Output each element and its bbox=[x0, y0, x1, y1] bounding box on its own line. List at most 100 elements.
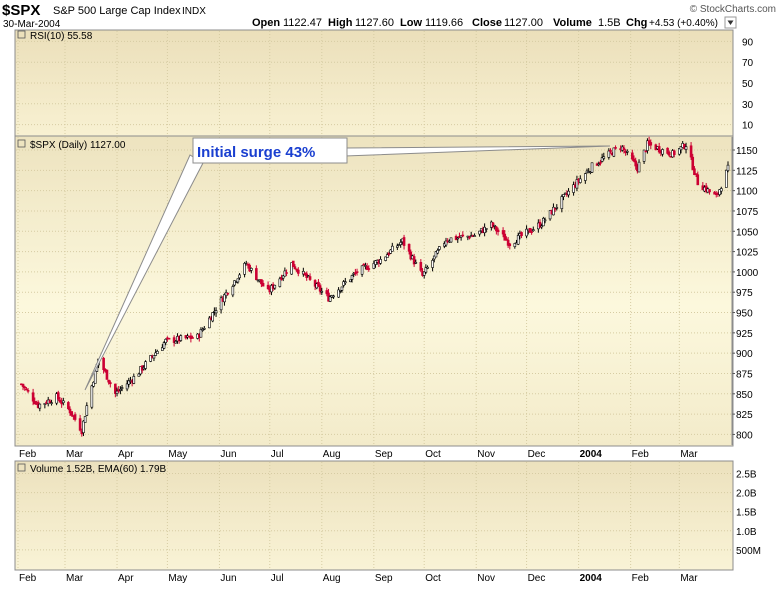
x-axis-tick-label: 2004 bbox=[580, 573, 603, 584]
annotation-text: Initial surge 43% bbox=[197, 144, 315, 161]
candle-body bbox=[365, 266, 369, 270]
volume-axis-tick-label: 2.0B bbox=[736, 489, 757, 500]
price-axis-tick-label: 850 bbox=[736, 390, 753, 401]
candle-body bbox=[602, 156, 606, 159]
candle-body bbox=[609, 149, 612, 152]
candle-body bbox=[119, 389, 122, 391]
candle-body bbox=[219, 297, 223, 311]
candle-body bbox=[21, 383, 25, 387]
candle-body bbox=[50, 402, 53, 404]
candle-body bbox=[642, 149, 646, 162]
candle-body bbox=[538, 221, 542, 228]
candle-body bbox=[528, 228, 532, 233]
annotation-callout: Initial surge 43% bbox=[84, 137, 611, 391]
candle-body bbox=[231, 286, 235, 296]
x-axis-tick-label: Mar bbox=[680, 449, 698, 460]
x-axis-tick-label: Mar bbox=[66, 573, 84, 584]
candle-body bbox=[525, 228, 528, 237]
candle-body bbox=[434, 251, 438, 258]
candle-body bbox=[349, 279, 352, 282]
candle-body bbox=[657, 146, 661, 153]
candle-body bbox=[325, 290, 329, 295]
candle-body bbox=[424, 267, 428, 273]
candle-body bbox=[468, 236, 471, 239]
candle-body bbox=[449, 237, 453, 243]
candle-body bbox=[431, 260, 434, 268]
x-axis-tick-label: Nov bbox=[477, 573, 495, 584]
candle-body bbox=[506, 239, 510, 246]
candle-body bbox=[56, 392, 60, 400]
menu-dropdown-icon[interactable] bbox=[724, 16, 737, 29]
candle-body bbox=[708, 189, 711, 193]
price-legend-text: $SPX (Daily) 1127.00 bbox=[30, 140, 126, 151]
candle-body bbox=[555, 207, 559, 209]
candle-body bbox=[149, 355, 152, 362]
candle-body bbox=[560, 196, 564, 209]
candle-body bbox=[90, 385, 94, 408]
candle-body bbox=[419, 262, 423, 271]
candle-body bbox=[295, 268, 298, 271]
candle-body bbox=[719, 188, 723, 192]
candle-body bbox=[542, 218, 545, 227]
rsi-axis-tick-label: 10 bbox=[742, 121, 754, 132]
chg-label: Chg bbox=[626, 17, 647, 29]
candle-body bbox=[255, 268, 258, 281]
chg-value: +4.53 (+0.40%) bbox=[649, 18, 718, 29]
candle-body bbox=[105, 369, 109, 380]
candle-body bbox=[26, 390, 30, 392]
x-axis-tick-label: Feb bbox=[19, 573, 37, 584]
candle-body bbox=[362, 263, 366, 266]
x-axis-tick-label: Jul bbox=[271, 573, 284, 584]
candle-body bbox=[201, 329, 204, 331]
candle-body bbox=[360, 265, 364, 275]
x-axis-tick-label: Jun bbox=[220, 449, 236, 460]
price-axis-tick-label: 1125 bbox=[736, 166, 758, 177]
rsi-axis-tick-label: 50 bbox=[742, 79, 754, 90]
candle-body bbox=[718, 189, 721, 195]
candle-body bbox=[478, 230, 481, 235]
x-axis-tick-label: Oct bbox=[425, 449, 441, 460]
exchange-label: INDX bbox=[182, 6, 206, 17]
candle-body bbox=[384, 256, 387, 261]
x-axis-tick-label: Aug bbox=[323, 573, 341, 584]
candle-body bbox=[572, 184, 575, 193]
candle-body bbox=[266, 284, 270, 290]
x-axis-tick-label: Sep bbox=[375, 573, 393, 584]
chart-date: 30-Mar-2004 bbox=[3, 19, 61, 30]
candle-body bbox=[162, 342, 166, 349]
candle-body bbox=[92, 381, 95, 387]
candle-body bbox=[614, 147, 617, 149]
candle-body bbox=[374, 260, 377, 265]
price-axis-tick-label: 1025 bbox=[736, 248, 759, 259]
candle-body bbox=[646, 140, 649, 151]
candle-body bbox=[109, 382, 112, 385]
candle-body bbox=[552, 206, 555, 216]
candle-body bbox=[38, 403, 42, 409]
x-axis-tick-label: Apr bbox=[118, 573, 134, 584]
volume-panel bbox=[14, 460, 734, 571]
candle-body bbox=[33, 401, 37, 405]
candle-body bbox=[246, 263, 250, 266]
candle-body bbox=[696, 174, 700, 186]
candle-body bbox=[120, 387, 124, 389]
candle-body bbox=[407, 243, 411, 252]
candle-body bbox=[78, 418, 82, 431]
candle-body bbox=[597, 163, 601, 166]
candle-body bbox=[211, 312, 215, 322]
candle-body bbox=[508, 243, 512, 247]
candle-body bbox=[293, 266, 297, 270]
candle-body bbox=[713, 191, 716, 195]
candle-body bbox=[459, 235, 463, 238]
candle-body bbox=[208, 317, 211, 329]
candle-body bbox=[644, 150, 648, 153]
candle-body bbox=[317, 281, 320, 287]
candle-body bbox=[689, 145, 693, 158]
candle-body bbox=[342, 281, 345, 286]
rsi-axis-tick-label: 90 bbox=[742, 37, 754, 48]
candle-body bbox=[461, 234, 465, 237]
x-axis-tick-label: Mar bbox=[66, 449, 84, 460]
candle-body bbox=[164, 338, 168, 343]
volume-legend: Volume 1.52B, EMA(60) 1.79B bbox=[17, 463, 167, 475]
x-axis-tick-label: May bbox=[168, 449, 187, 460]
candle-body bbox=[495, 226, 498, 232]
